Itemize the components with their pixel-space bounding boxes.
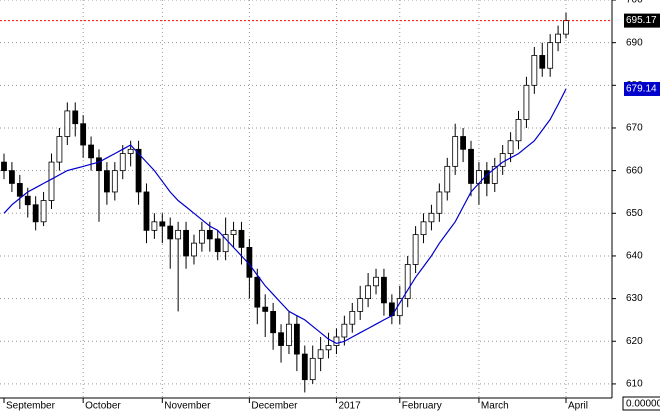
candle-body	[357, 298, 364, 312]
candle-body	[16, 183, 23, 197]
candle-body	[278, 332, 284, 346]
candle-body	[499, 153, 506, 167]
candle-body	[412, 234, 419, 265]
candle-body	[373, 276, 379, 287]
candle-body	[175, 229, 182, 240]
x-tick-label: October	[85, 401, 121, 412]
candle-body	[191, 242, 197, 257]
y-tick-label: 700	[626, 0, 643, 6]
candle-body	[563, 20, 569, 35]
candle-body	[230, 229, 237, 236]
candle-body	[547, 42, 554, 69]
candle-body	[555, 33, 561, 44]
candle-body	[293, 323, 300, 355]
ma-value-label: 679.14	[626, 84, 657, 95]
candle-body	[428, 212, 435, 223]
candle-body	[515, 119, 522, 142]
candle-body	[222, 234, 229, 253]
bottom-label-box	[622, 396, 660, 411]
candle-body	[167, 225, 174, 240]
candle-body	[206, 229, 213, 240]
y-tick-label: 650	[626, 208, 643, 219]
candle-body	[111, 170, 118, 193]
candle-body	[143, 191, 150, 231]
x-tick-label: April	[568, 401, 588, 412]
candle-body	[270, 311, 277, 334]
x-tick-label: February	[402, 401, 442, 412]
x-tick-label: March	[481, 401, 509, 412]
candle-body	[40, 200, 47, 223]
candle-body	[104, 170, 110, 193]
candle-body	[214, 238, 221, 253]
x-tick-label: December	[251, 401, 298, 412]
candle-body	[198, 229, 205, 244]
y-tick-label: 640	[626, 251, 643, 262]
candle-body	[333, 336, 340, 346]
candle-body	[72, 110, 79, 125]
y-tick-label: 620	[626, 336, 643, 347]
candle-body	[460, 136, 466, 150]
last-price-label: 695.17	[626, 15, 657, 26]
y-tick-label: 690	[626, 37, 643, 48]
candle-body	[349, 311, 356, 325]
candle-body	[9, 170, 15, 184]
candle-body	[64, 110, 71, 137]
candle-body	[151, 221, 158, 231]
candle-body	[325, 345, 332, 351]
x-tick-label: 2017	[338, 401, 361, 412]
candle-body	[262, 306, 269, 312]
candle-body	[159, 221, 166, 227]
candle-body	[286, 323, 292, 346]
candle-body	[531, 55, 538, 86]
candle-body	[436, 191, 443, 214]
candle-body	[539, 55, 546, 69]
y-tick-label: 610	[626, 379, 643, 390]
candle-body	[135, 148, 142, 193]
candle-body	[309, 357, 316, 381]
candle-body	[523, 84, 530, 120]
candle-body	[468, 148, 474, 184]
candle-body	[56, 136, 63, 163]
bottom-label: 0.00000	[626, 399, 660, 410]
candle-body	[80, 123, 87, 146]
candle-body	[452, 136, 459, 167]
y-tick-label: 660	[626, 165, 643, 176]
candle-body	[183, 229, 189, 257]
candle-body	[24, 195, 31, 206]
candle-body	[420, 221, 427, 236]
ma-value-box	[624, 81, 660, 96]
candle-body	[507, 140, 514, 154]
candle-body	[301, 353, 308, 381]
moving-average-line	[3, 88, 567, 345]
candle-body	[88, 144, 94, 159]
candle-body	[254, 276, 261, 308]
candle-body	[341, 323, 348, 338]
candle-body	[127, 148, 134, 154]
last-price-box	[624, 13, 660, 28]
candle-body	[48, 161, 55, 201]
candle-body	[238, 229, 245, 248]
candle-body	[404, 264, 411, 300]
candle-body	[444, 165, 451, 193]
candle-body	[96, 157, 102, 172]
y-tick-label: 630	[626, 293, 643, 304]
candle-body	[1, 161, 7, 172]
candle-body	[365, 285, 372, 300]
x-tick-label: September	[6, 401, 56, 412]
x-tick-label: November	[164, 401, 211, 412]
candle-body	[32, 204, 39, 223]
candle-body	[317, 349, 324, 359]
candle-body	[119, 153, 126, 172]
candle-body	[381, 276, 387, 304]
candle-body	[491, 165, 498, 184]
y-tick-label: 670	[626, 123, 643, 134]
